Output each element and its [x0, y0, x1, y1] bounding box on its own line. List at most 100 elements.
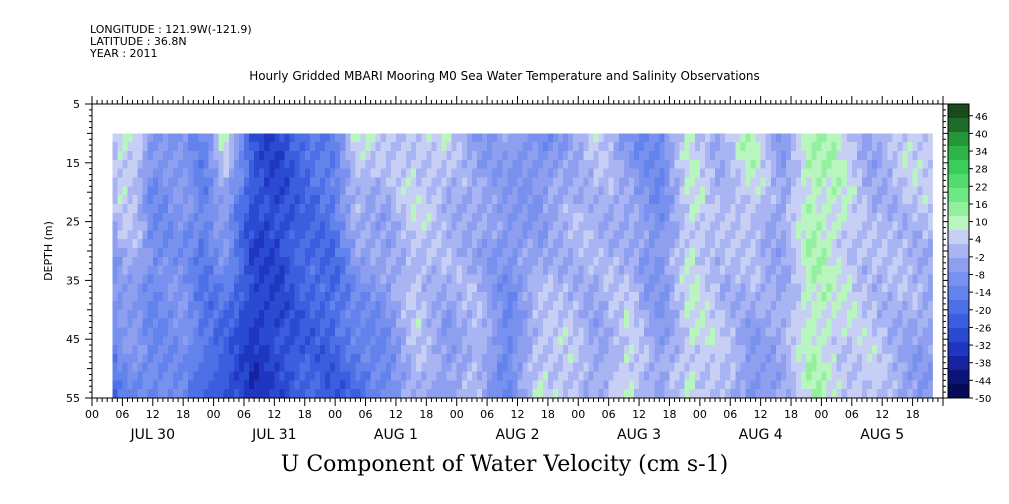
heatmap-cell	[644, 239, 650, 249]
heatmap-cell	[558, 248, 564, 258]
heatmap-cell	[512, 248, 519, 258]
heatmap-cell	[537, 142, 544, 152]
heatmap-cell	[512, 362, 519, 373]
heatmap-cell	[684, 292, 691, 302]
heatmap-cell	[735, 292, 741, 302]
heatmap-cell	[785, 265, 792, 276]
heatmap-cell	[330, 133, 336, 143]
heatmap-cell	[775, 345, 782, 355]
heatmap-cell	[522, 159, 529, 170]
heatmap-cell	[684, 203, 691, 214]
heatmap-cell	[816, 256, 823, 267]
heatmap-cell	[132, 133, 139, 143]
heatmap-cell	[537, 353, 544, 364]
heatmap-cell	[137, 221, 144, 232]
heatmap-cell	[694, 203, 701, 214]
heatmap-cell	[623, 239, 630, 249]
heatmap-cell	[218, 133, 225, 143]
heatmap-cell	[552, 389, 559, 398]
heatmap-cell	[456, 186, 463, 196]
heatmap-cell	[836, 212, 843, 223]
heatmap-cell	[573, 186, 579, 196]
heatmap-cell	[679, 142, 686, 152]
heatmap-cell	[406, 283, 412, 293]
heatmap-cell	[284, 248, 291, 258]
heatmap-cell	[157, 195, 164, 205]
heatmap-cell	[608, 230, 615, 240]
heatmap-cell	[578, 133, 584, 143]
heatmap-cell	[188, 221, 194, 232]
heatmap-cell	[856, 203, 863, 214]
heatmap-cell	[735, 274, 741, 284]
heatmap-cell	[927, 345, 933, 355]
heatmap-cell	[573, 248, 579, 258]
heatmap-cell	[861, 230, 868, 240]
heatmap-cell	[887, 345, 893, 355]
heatmap-cell	[780, 239, 787, 249]
heatmap-cell	[426, 274, 432, 284]
heatmap-cell	[380, 318, 387, 329]
heatmap-cell	[319, 371, 326, 381]
heatmap-cell	[547, 248, 554, 258]
heatmap-cell	[461, 133, 468, 143]
heatmap-cell	[380, 142, 387, 152]
heatmap-cell	[861, 212, 868, 223]
heatmap-cell	[178, 274, 184, 284]
heatmap-cell	[183, 362, 189, 373]
heatmap-cell	[411, 186, 417, 196]
heatmap-cell	[750, 265, 757, 276]
heatmap-cell	[395, 230, 402, 240]
heatmap-cell	[188, 133, 194, 143]
heatmap-cell	[249, 195, 255, 205]
heatmap-cell	[628, 186, 635, 196]
heatmap-cell	[861, 256, 868, 267]
heatmap-cell	[365, 292, 372, 302]
heatmap-cell	[340, 230, 346, 240]
heatmap-cell	[406, 203, 412, 214]
heatmap-cell	[243, 168, 250, 179]
heatmap-cell	[659, 353, 665, 364]
heatmap-cell	[573, 239, 579, 249]
heatmap-cell	[162, 151, 169, 161]
heatmap-cell	[314, 168, 321, 179]
heatmap-cell	[760, 283, 767, 293]
heatmap-cell	[527, 283, 534, 293]
heatmap-cell	[872, 274, 878, 284]
heatmap-cell	[831, 151, 838, 161]
heatmap-cell	[755, 203, 762, 214]
heatmap-cell	[770, 300, 777, 311]
heatmap-cell	[634, 345, 640, 355]
heatmap-cell	[760, 371, 767, 381]
heatmap-cell	[664, 230, 671, 240]
heatmap-cell	[694, 371, 701, 381]
heatmap-cell	[436, 300, 443, 311]
heatmap-cell	[390, 221, 397, 232]
heatmap-cell	[340, 186, 346, 196]
heatmap-cell	[684, 177, 691, 187]
heatmap-cell	[796, 203, 802, 214]
heatmap-cell	[162, 327, 169, 337]
heatmap-cell	[233, 256, 240, 267]
heatmap-cell	[907, 318, 914, 329]
heatmap-cell	[507, 380, 514, 390]
heatmap-cell	[456, 168, 463, 179]
heatmap-cell	[841, 230, 848, 240]
heatmap-cell	[254, 283, 260, 293]
heatmap-cell	[745, 203, 752, 214]
heatmap-cell	[821, 389, 828, 398]
heatmap-cell	[471, 327, 478, 337]
heatmap-cell	[527, 239, 534, 249]
heatmap-cell	[279, 309, 286, 320]
heatmap-cell	[578, 336, 584, 346]
heatmap-cell	[441, 380, 448, 390]
heatmap-cell	[299, 380, 306, 390]
heatmap-cell	[178, 362, 184, 373]
heatmap-cell	[456, 133, 463, 143]
heatmap-cell	[446, 292, 453, 302]
heatmap-cell	[547, 345, 554, 355]
heatmap-cell	[927, 371, 933, 381]
heatmap-cell	[198, 274, 205, 284]
heatmap-cell	[730, 283, 736, 293]
heatmap-cell	[157, 151, 164, 161]
heatmap-cell	[193, 230, 199, 240]
